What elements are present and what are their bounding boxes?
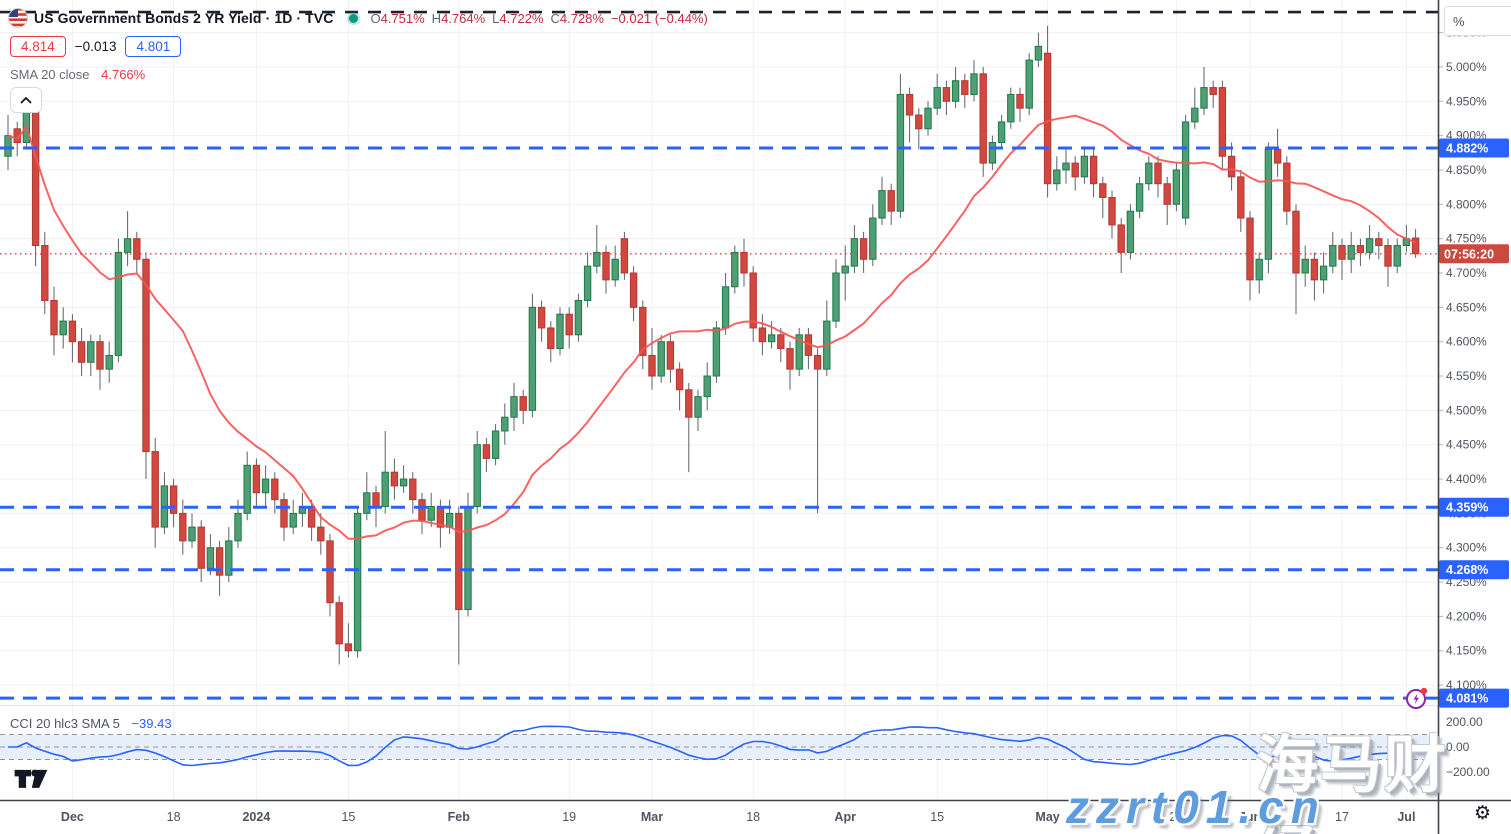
svg-text:20: 20 xyxy=(1169,810,1183,824)
cci-pane xyxy=(0,734,1438,760)
svg-text:Apr: Apr xyxy=(834,810,856,824)
svg-text:18: 18 xyxy=(167,810,181,824)
svg-text:4.150%: 4.150% xyxy=(1446,644,1487,658)
time-axis-labels[interactable]: Dec 18 2024 15 Feb 19 Mar 18 Apr 15 May 20 Jun 17 Jul xyxy=(61,810,1416,824)
svg-text:4.882%: 4.882% xyxy=(1446,142,1488,156)
svg-text:4.500%: 4.500% xyxy=(1446,403,1487,417)
price-axis-labels: 4.100%4.150%4.200%4.250%4.300%4.350%4.40… xyxy=(1438,26,1490,779)
svg-text:17: 17 xyxy=(1335,810,1349,824)
svg-text:Feb: Feb xyxy=(448,810,471,824)
price-scale-unit-button[interactable]: % xyxy=(1444,6,1511,36)
svg-text:4.700%: 4.700% xyxy=(1446,266,1487,280)
svg-text:2024: 2024 xyxy=(242,810,270,824)
chevron-up-icon xyxy=(20,96,32,104)
svg-text:Jun: Jun xyxy=(1239,810,1261,824)
svg-text:4.650%: 4.650% xyxy=(1446,300,1487,314)
svg-text:4.268%: 4.268% xyxy=(1446,563,1488,577)
svg-text:4.950%: 4.950% xyxy=(1446,94,1487,108)
svg-text:19: 19 xyxy=(562,810,576,824)
svg-text:4.400%: 4.400% xyxy=(1446,472,1487,486)
svg-text:4.359%: 4.359% xyxy=(1446,501,1488,515)
cci-line xyxy=(8,725,1416,767)
alert-notification-dot xyxy=(1420,687,1428,695)
sma-line xyxy=(7,114,1416,540)
candlestick-series xyxy=(4,25,1420,665)
svg-text:0.00: 0.00 xyxy=(1446,740,1470,754)
svg-text:4.081%: 4.081% xyxy=(1446,692,1488,706)
svg-text:Dec: Dec xyxy=(61,810,84,824)
svg-text:May: May xyxy=(1035,810,1059,824)
percent-label: % xyxy=(1453,13,1465,29)
countdown-badge xyxy=(1439,244,1509,264)
svg-text:4.750%: 4.750% xyxy=(1446,232,1487,246)
svg-text:Mar: Mar xyxy=(641,810,663,824)
svg-text:4.100%: 4.100% xyxy=(1446,678,1487,692)
svg-text:4.850%: 4.850% xyxy=(1446,163,1487,177)
svg-text:4.450%: 4.450% xyxy=(1446,438,1487,452)
svg-text:−200.00: −200.00 xyxy=(1446,765,1490,779)
price-alert-icon[interactable] xyxy=(1405,686,1429,710)
settings-gear-icon[interactable]: ⚙ xyxy=(1474,803,1492,824)
svg-text:15: 15 xyxy=(930,810,944,824)
svg-text:4.800%: 4.800% xyxy=(1446,197,1487,211)
legend-collapse-button[interactable] xyxy=(10,87,42,113)
drawn-levels[interactable] xyxy=(0,10,1438,700)
svg-text:200.00: 200.00 xyxy=(1446,715,1483,729)
tradingview-logo[interactable] xyxy=(13,764,49,797)
svg-text:4.550%: 4.550% xyxy=(1446,369,1487,383)
svg-text:4.600%: 4.600% xyxy=(1446,335,1487,349)
svg-text:07:56:20: 07:56:20 xyxy=(1444,247,1494,261)
svg-text:Jul: Jul xyxy=(1397,810,1415,824)
svg-text:4.200%: 4.200% xyxy=(1446,609,1487,623)
svg-text:4.300%: 4.300% xyxy=(1446,541,1487,555)
svg-text:15: 15 xyxy=(341,810,355,824)
price-axis-badges: 4.882% 4.359% 4.268% 4.081% 07:56:20 xyxy=(1439,138,1509,708)
svg-text:18: 18 xyxy=(746,810,760,824)
svg-text:5.000%: 5.000% xyxy=(1446,60,1487,74)
